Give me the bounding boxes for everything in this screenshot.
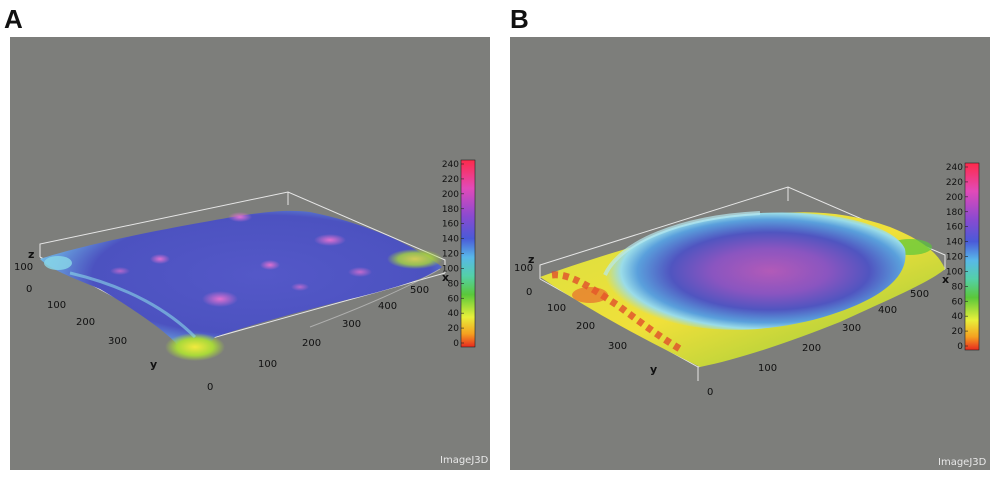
watermark: ImageJ3D xyxy=(938,457,987,468)
colorbar-tick-180: 180 xyxy=(442,205,459,215)
origin-tick: 0 xyxy=(526,287,532,298)
y-axis-label: y xyxy=(150,358,157,371)
colorbar-tick-80: 80 xyxy=(952,282,964,292)
colorbar-tick-140: 140 xyxy=(946,238,963,248)
panel-b-svg: z 100 0 100 200 300 y 0 100 200 300 400 … xyxy=(514,162,980,398)
colorbar-tick-0: 0 xyxy=(453,339,459,349)
panel-letter-a: A xyxy=(4,4,23,34)
x-axis-label: x xyxy=(442,271,449,284)
y-tick-300: 300 xyxy=(608,341,627,352)
colorbar-tick-40: 40 xyxy=(448,309,460,319)
y-tick-100: 100 xyxy=(47,300,66,311)
colorbar-tick-220: 220 xyxy=(442,175,459,185)
panel-letter-b: B xyxy=(510,4,529,34)
x-tick-200: 200 xyxy=(802,343,821,354)
colorbar-tick-160: 160 xyxy=(442,220,459,230)
colorbar-tick-20: 20 xyxy=(952,327,964,337)
z-axis-label: z xyxy=(28,248,34,261)
colorbar-tick-20: 20 xyxy=(448,324,460,334)
x-tick-500: 500 xyxy=(410,285,429,296)
x-tick-100: 100 xyxy=(758,363,777,374)
watermark: ImageJ3D xyxy=(440,455,489,466)
y-axis-label: y xyxy=(650,363,657,376)
colorbar-tick-180: 180 xyxy=(946,208,963,218)
x-tick-300: 300 xyxy=(342,319,361,330)
x-tick-300: 300 xyxy=(842,323,861,334)
panel-b-3d-plot: z 100 0 100 200 300 y 0 100 200 300 400 … xyxy=(510,37,990,470)
origin-tick: 0 xyxy=(26,284,32,295)
surface-b xyxy=(540,211,945,367)
colorbar-tick-160: 160 xyxy=(946,223,963,233)
x-tick-0: 0 xyxy=(707,387,713,398)
z-tick: 100 xyxy=(14,262,33,273)
x-tick-0: 0 xyxy=(207,382,213,393)
colorbar-tick-120: 120 xyxy=(946,253,963,263)
colorbar-tick-80: 80 xyxy=(448,279,460,289)
colorbar-tick-100: 100 xyxy=(442,264,459,274)
x-axis-label: x xyxy=(942,273,949,286)
y-tick-200: 200 xyxy=(76,317,95,328)
colorbar-tick-60: 60 xyxy=(952,297,964,307)
colorbar-tick-240: 240 xyxy=(946,163,963,173)
y-tick-100: 100 xyxy=(547,303,566,314)
colorbar-tick-40: 40 xyxy=(952,312,964,322)
colorbar-tick-0: 0 xyxy=(957,342,963,352)
z-axis-label: z xyxy=(528,253,534,266)
y-tick-200: 200 xyxy=(576,321,595,332)
colorbar-tick-60: 60 xyxy=(448,294,460,304)
colorbar-tick-220: 220 xyxy=(946,178,963,188)
z-tick: 100 xyxy=(514,263,533,274)
x-tick-500: 500 xyxy=(910,289,929,300)
colorbar-tick-140: 140 xyxy=(442,235,459,245)
surface-a xyxy=(40,210,443,361)
colorbar-tick-240: 240 xyxy=(442,160,459,170)
x-tick-400: 400 xyxy=(378,301,397,312)
colorbar-tick-120: 120 xyxy=(442,250,459,260)
x-tick-100: 100 xyxy=(258,359,277,370)
x-tick-400: 400 xyxy=(878,305,897,316)
panel-a-3d-plot: z 100 0 100 200 300 y 0 100 200 300 400 … xyxy=(10,37,490,470)
y-tick-300: 300 xyxy=(108,336,127,347)
x-tick-200: 200 xyxy=(302,338,321,349)
colorbar-tick-100: 100 xyxy=(946,267,963,277)
colorbar-tick-200: 200 xyxy=(442,190,459,200)
colorbar-tick-200: 200 xyxy=(946,193,963,203)
panel-a-svg: z 100 0 100 200 300 y 0 100 200 300 400 … xyxy=(14,159,476,393)
